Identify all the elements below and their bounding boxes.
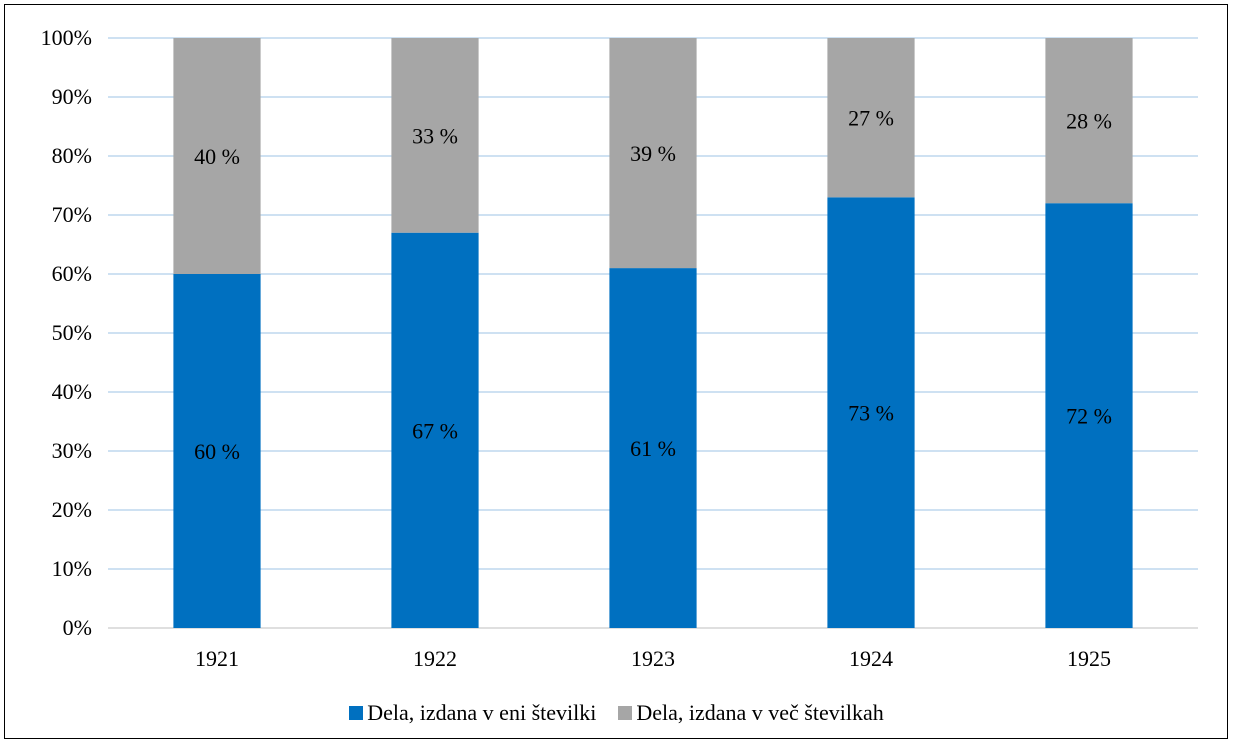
- legend-item-multi-issue: Dela, izdana v več številkah: [618, 700, 884, 726]
- data-label: 73 %: [848, 401, 894, 426]
- x-tick-label: 1922: [413, 646, 457, 671]
- legend-label-multi-issue: Dela, izdana v več številkah: [636, 700, 884, 725]
- axes: 0% 10% 20% 30% 40% 50% 60% 70% 80% 90% 100% 1921 192…: [41, 25, 1111, 671]
- y-tick-label: 10%: [52, 556, 92, 581]
- y-tick-label: 40%: [52, 379, 92, 404]
- legend-swatch-multi-issue: [618, 706, 633, 720]
- data-label: 27 %: [848, 106, 894, 131]
- data-label: 28 %: [1066, 109, 1112, 134]
- y-tick-label: 90%: [52, 84, 92, 109]
- y-tick-label: 70%: [52, 202, 92, 227]
- bar-single-issue: [391, 232, 479, 628]
- data-labels: 60 % 40 % 67 % 33 % 61 % 39 % 73 % 27 % 72 % 28 %: [194, 106, 1112, 464]
- data-label: 60 %: [194, 439, 240, 464]
- y-tick-label: 30%: [52, 438, 92, 463]
- data-label: 67 %: [412, 418, 458, 443]
- bar-multi-issue: [1045, 38, 1133, 204]
- data-label: 39 %: [630, 141, 676, 166]
- bar-single-issue: [609, 268, 697, 628]
- legend-item-single-issue: Dela, izdana v eni številki: [349, 700, 596, 726]
- data-label: 33 %: [412, 123, 458, 148]
- x-tick-label: 1923: [631, 646, 675, 671]
- legend-swatch-single-issue: [349, 706, 364, 720]
- x-tick-label: 1924: [849, 646, 893, 671]
- y-tick-label: 20%: [52, 497, 92, 522]
- data-label: 40 %: [194, 144, 240, 169]
- y-tick-label: 100%: [41, 25, 92, 50]
- y-tick-label: 80%: [52, 143, 92, 168]
- bar-single-issue: [173, 274, 261, 628]
- y-tick-label: 60%: [52, 261, 92, 286]
- x-tick-label: 1921: [195, 646, 239, 671]
- y-tick-label: 0%: [63, 615, 92, 640]
- bar-single-issue: [827, 197, 915, 629]
- bar-multi-issue: [173, 38, 261, 274]
- legend-label-single-issue: Dela, izdana v eni številki: [367, 700, 597, 725]
- bar-multi-issue: [391, 38, 479, 233]
- data-label: 72 %: [1066, 404, 1112, 429]
- bars: [173, 38, 1133, 629]
- bar-multi-issue: [609, 38, 697, 269]
- legend: Dela, izdana v eni številki Dela, izdana…: [0, 700, 1233, 726]
- x-tick-label: 1925: [1067, 646, 1111, 671]
- data-label: 61 %: [630, 436, 676, 461]
- bar-single-issue: [1045, 203, 1133, 628]
- bar-multi-issue: [827, 38, 915, 198]
- y-tick-label: 50%: [52, 320, 92, 345]
